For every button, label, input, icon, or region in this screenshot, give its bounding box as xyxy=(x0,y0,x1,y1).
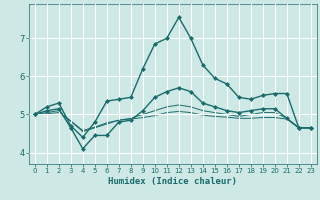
X-axis label: Humidex (Indice chaleur): Humidex (Indice chaleur) xyxy=(108,177,237,186)
